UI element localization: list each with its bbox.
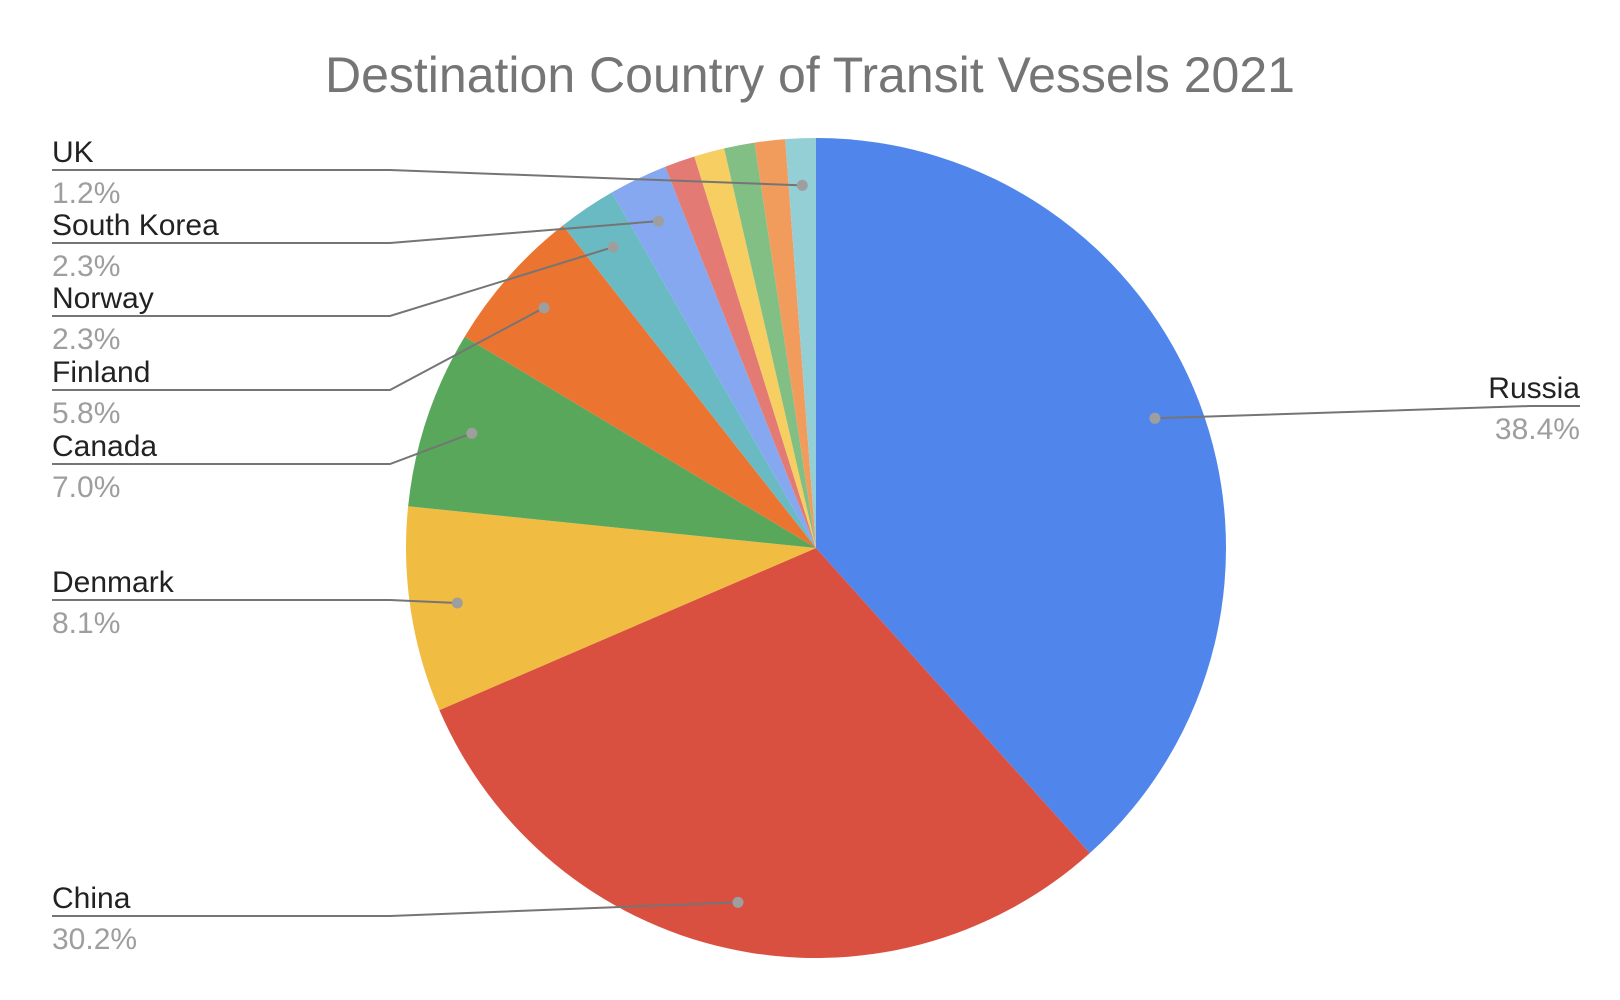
slice-name-label: South Korea [52, 209, 219, 242]
leader-line [52, 220, 659, 244]
leader-dot [732, 896, 744, 908]
leader-line [1154, 405, 1580, 420]
pie-slice-unlabeled-9[interactable] [724, 142, 816, 548]
leader-dot [451, 597, 463, 609]
pie-slice-russia[interactable] [816, 138, 1227, 854]
slice-label-china: China 30.2% [52, 882, 744, 956]
slice-labels: Russia 38.4% China 30.2% Denmark 8.1% Canada 7.… [52, 136, 1580, 956]
slice-label-uk: UK 1.2% [52, 136, 808, 210]
leader-dot [653, 215, 665, 227]
slice-percent-label: 2.3% [52, 250, 120, 283]
pie-slice-unlabeled-10[interactable] [754, 139, 816, 548]
pie-slice-china[interactable] [439, 548, 1090, 959]
slice-percent-label: 5.8% [52, 397, 120, 430]
chart-title: Destination Country of Transit Vessels 2… [325, 47, 1295, 103]
leader-line [52, 169, 803, 187]
pie-slices [405, 138, 1227, 959]
leader-dot [796, 179, 808, 191]
leader-line [52, 432, 473, 465]
slice-percent-label: 2.3% [52, 323, 120, 356]
pie-slice-canada[interactable] [408, 336, 816, 548]
pie-slice-uk[interactable] [785, 138, 816, 548]
slice-percent-label: 8.1% [52, 607, 120, 640]
leader-line [52, 901, 739, 917]
slice-label-south-korea: South Korea 2.3% [52, 209, 665, 283]
slice-percent-label: 7.0% [52, 471, 120, 504]
leader-dot [1149, 412, 1161, 424]
pie-slice-south-korea[interactable] [611, 166, 816, 549]
slice-percent-label: 38.4% [1495, 413, 1580, 446]
slice-label-finland: Finland 5.8% [52, 302, 550, 430]
slice-name-label: Canada [52, 430, 157, 463]
slice-name-label: UK [52, 136, 94, 169]
slice-name-label: Finland [52, 356, 150, 389]
slice-name-label: China [52, 882, 131, 915]
leader-line [52, 306, 545, 391]
pie-slice-norway[interactable] [562, 192, 816, 548]
leader-dot [466, 427, 478, 439]
pie-slice-denmark[interactable] [405, 506, 816, 711]
slice-name-label: Denmark [52, 566, 175, 599]
leader-line [52, 599, 458, 604]
leader-dot [607, 241, 619, 253]
pie-slice-finland[interactable] [464, 225, 816, 548]
leader-line [52, 246, 614, 317]
slice-label-russia: Russia 38.4% [1149, 372, 1580, 446]
slice-name-label: Norway [52, 282, 154, 315]
slice-label-canada: Canada 7.0% [52, 427, 478, 504]
slice-name-label: Russia [1488, 372, 1580, 405]
pie-slice-unlabeled-8[interactable] [694, 148, 816, 549]
leader-dot [538, 302, 550, 314]
slice-percent-label: 1.2% [52, 177, 120, 210]
slice-label-denmark: Denmark 8.1% [52, 566, 463, 640]
slice-percent-label: 30.2% [52, 923, 137, 956]
pie-slice-unlabeled-7[interactable] [665, 156, 816, 548]
